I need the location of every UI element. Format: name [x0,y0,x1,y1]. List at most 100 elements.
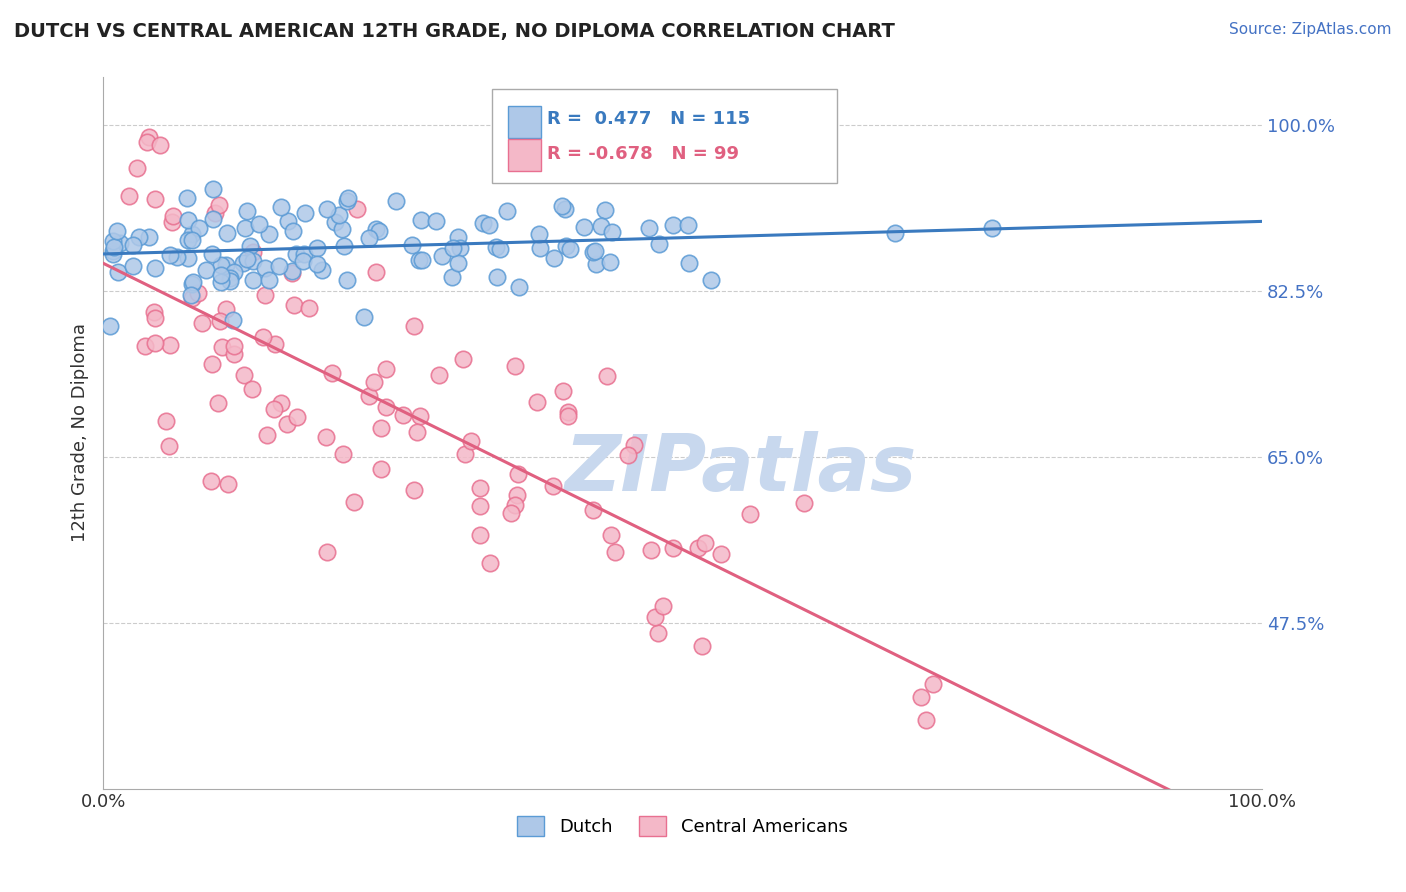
Point [240,382,263,396]
Point [793,496,815,510]
Point [315,430,337,444]
Point [285,410,308,425]
Point [447,229,470,244]
Point [557,409,579,423]
Point [257,227,280,241]
Point [336,273,359,287]
Point [651,599,673,613]
Point [662,218,685,232]
Point [252,330,274,344]
Point [485,240,508,254]
Point [180,288,202,302]
Point [281,264,304,278]
Point [468,499,491,513]
Point [190,316,212,330]
Point [401,238,423,252]
Point [478,557,501,571]
Point [187,286,209,301]
Point [644,610,666,624]
Point [247,217,270,231]
Point [134,339,156,353]
Point [145,192,167,206]
Point [411,252,433,267]
Point [181,233,204,247]
Point [107,265,129,279]
Text: DUTCH VS CENTRAL AMERICAN 12TH GRADE, NO DIPLOMA CORRELATION CHART: DUTCH VS CENTRAL AMERICAN 12TH GRADE, NO… [14,22,896,41]
Point [242,254,264,268]
Point [103,239,125,253]
Point [506,467,529,482]
Point [215,258,238,272]
Point [640,543,662,558]
Point [374,362,396,376]
Point [460,434,482,449]
Point [201,246,224,260]
Point [222,339,245,353]
Point [208,314,231,328]
Point [159,439,181,453]
Text: R =  0.477   N = 115: R = 0.477 N = 115 [547,110,749,128]
Point [551,199,574,213]
Point [468,481,491,495]
Point [478,218,501,232]
Point [980,221,1002,235]
Point [543,251,565,265]
Point [201,211,224,226]
Point [589,219,612,234]
Point [242,245,264,260]
Point [253,261,276,276]
Point [678,256,700,270]
Point [353,310,375,324]
Point [207,396,229,410]
Point [315,202,337,216]
Point [194,262,217,277]
Point [215,301,238,316]
Point [136,135,159,149]
Point [366,265,388,279]
Point [281,224,304,238]
Point [529,241,551,255]
Point [159,248,181,262]
Point [404,318,426,333]
Point [222,347,245,361]
Point [582,244,605,259]
Point [232,255,254,269]
Point [316,545,339,559]
Point [527,227,550,241]
Point [292,246,315,260]
Point [686,541,709,555]
Point [105,224,128,238]
Point [138,130,160,145]
Point [600,225,623,239]
Point [676,218,699,232]
Point [159,338,181,352]
Legend: Dutch, Central Americans: Dutch, Central Americans [510,809,855,844]
Point [583,244,606,259]
Point [177,251,200,265]
Point [181,227,204,241]
Point [281,266,304,280]
Point [357,389,380,403]
Point [254,287,277,301]
Point [222,265,245,279]
Point [411,212,433,227]
Point [593,203,616,218]
Point [374,400,396,414]
Point [177,233,200,247]
Point [311,263,333,277]
Point [166,250,188,264]
Point [305,257,328,271]
Point [242,273,264,287]
Point [143,305,166,319]
Point [451,352,474,367]
Point [551,384,574,399]
Point [738,507,761,521]
Point [404,483,426,497]
Point [218,271,240,285]
Point [257,272,280,286]
Point [209,275,232,289]
Point [270,200,292,214]
Point [218,274,240,288]
Point [441,270,464,285]
Point [427,368,450,382]
